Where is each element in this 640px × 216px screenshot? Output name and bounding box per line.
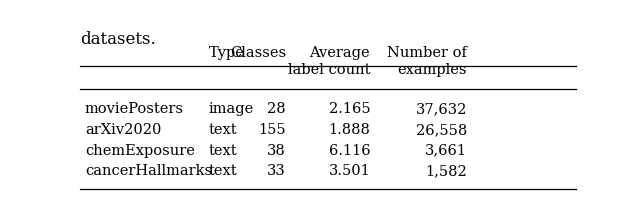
Text: image: image: [209, 102, 254, 116]
Text: cancerHallmarks: cancerHallmarks: [85, 164, 212, 178]
Text: 2.165: 2.165: [328, 102, 370, 116]
Text: text: text: [209, 164, 237, 178]
Text: 6.116: 6.116: [328, 144, 370, 158]
Text: 1.888: 1.888: [328, 123, 370, 137]
Text: 1,582: 1,582: [425, 164, 467, 178]
Text: 3,661: 3,661: [425, 144, 467, 158]
Text: Type: Type: [209, 46, 245, 60]
Text: 155: 155: [258, 123, 286, 137]
Text: 28: 28: [268, 102, 286, 116]
Text: 37,632: 37,632: [415, 102, 467, 116]
Text: arXiv2020: arXiv2020: [85, 123, 161, 137]
Text: 3.501: 3.501: [328, 164, 370, 178]
Text: moviePosters: moviePosters: [85, 102, 184, 116]
Text: 26,558: 26,558: [415, 123, 467, 137]
Text: datasets.: datasets.: [80, 31, 156, 48]
Text: text: text: [209, 144, 237, 158]
Text: text: text: [209, 123, 237, 137]
Text: chemExposure: chemExposure: [85, 144, 195, 158]
Text: Average
label count: Average label count: [287, 46, 370, 77]
Text: 33: 33: [267, 164, 286, 178]
Text: 38: 38: [267, 144, 286, 158]
Text: Classes: Classes: [230, 46, 286, 60]
Text: Number of
examples: Number of examples: [387, 46, 467, 77]
